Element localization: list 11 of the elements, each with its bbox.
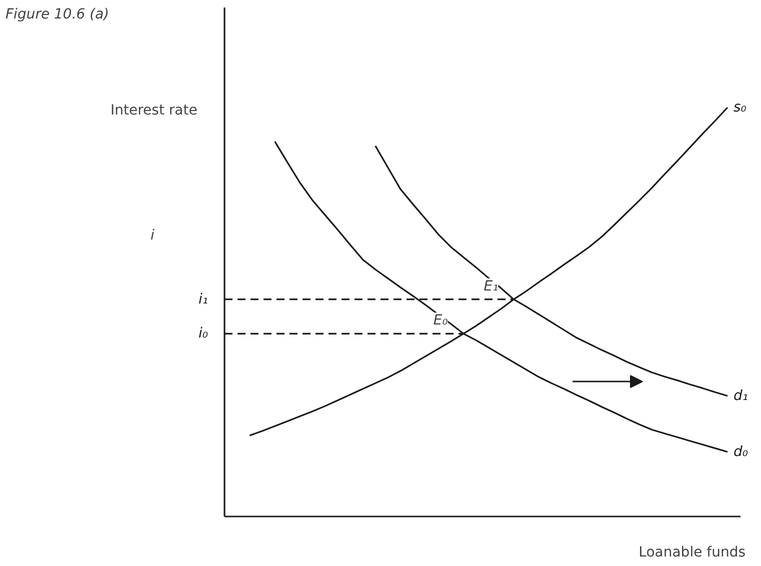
x-axis-title: Loanable funds xyxy=(638,544,746,560)
text: i xyxy=(150,228,154,244)
annotation: E₀ xyxy=(433,312,448,329)
series-label: d₀ xyxy=(734,444,748,460)
y-axis-title: Interest rate xyxy=(110,102,198,118)
series-label: i₁ xyxy=(198,291,208,308)
series-label: s₀ xyxy=(734,100,747,116)
annotation: E₁ xyxy=(484,278,498,294)
series-label: d₁ xyxy=(734,388,748,404)
series-label: i₀ xyxy=(198,326,208,342)
text: Figure 10.6 (a) xyxy=(6,6,110,22)
